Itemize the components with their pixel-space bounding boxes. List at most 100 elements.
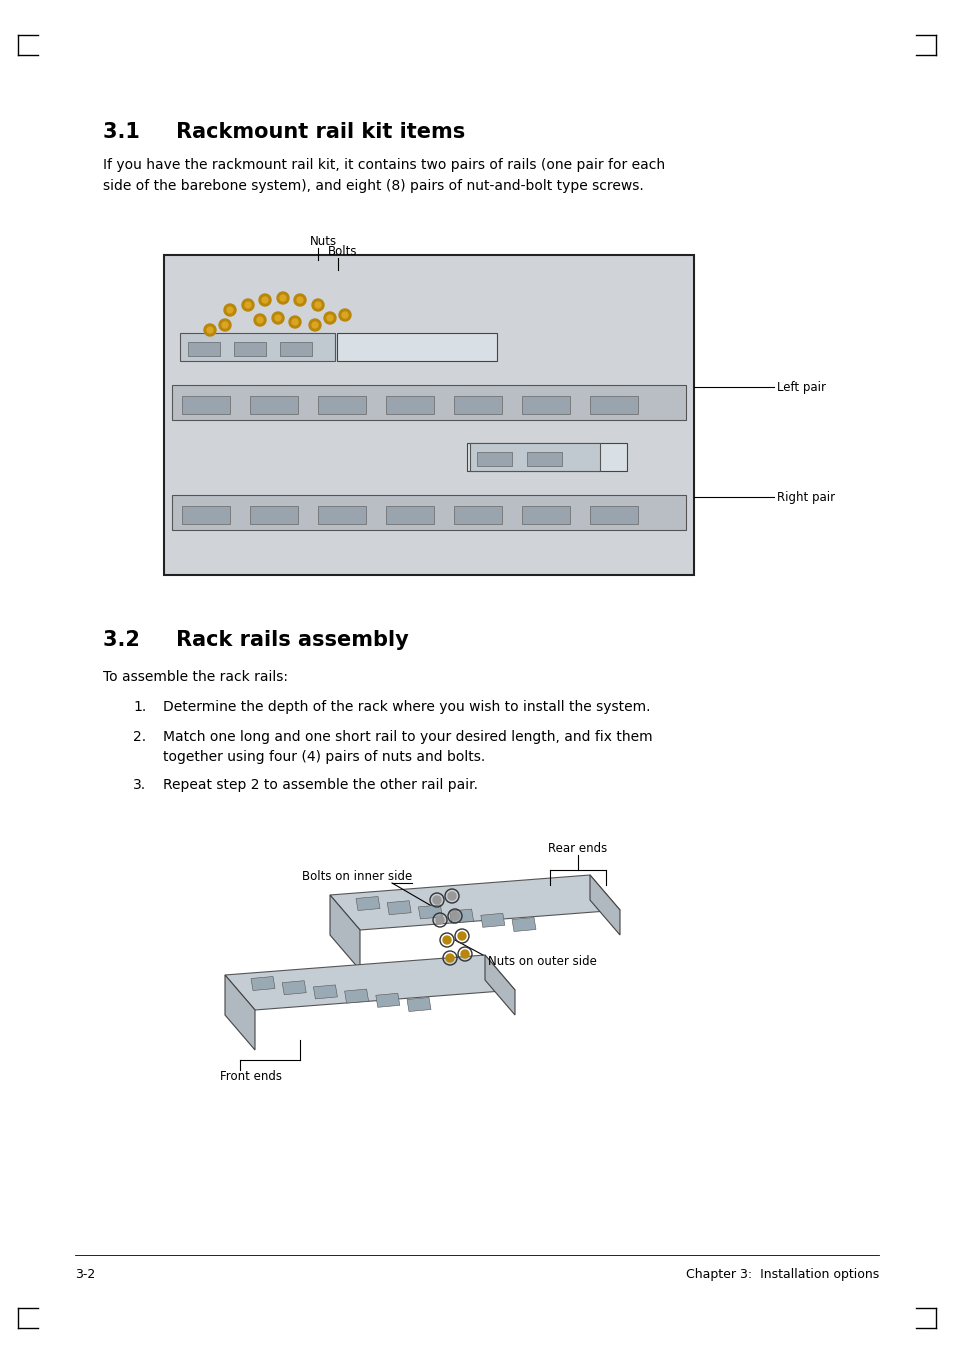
Bar xyxy=(454,506,501,523)
Circle shape xyxy=(272,312,284,324)
Circle shape xyxy=(292,319,297,324)
Circle shape xyxy=(312,298,324,311)
Bar xyxy=(164,255,693,575)
Circle shape xyxy=(457,932,465,940)
Bar xyxy=(386,397,434,414)
Text: Rear ends: Rear ends xyxy=(547,842,607,855)
Circle shape xyxy=(224,304,235,316)
Circle shape xyxy=(253,313,266,326)
Polygon shape xyxy=(418,905,442,919)
Text: 3-2: 3-2 xyxy=(75,1268,95,1281)
Text: Repeat step 2 to assemble the other rail pair.: Repeat step 2 to assemble the other rail… xyxy=(163,778,477,792)
Circle shape xyxy=(460,950,469,958)
Polygon shape xyxy=(375,994,399,1007)
Circle shape xyxy=(276,292,289,304)
Text: Front ends: Front ends xyxy=(220,1070,282,1084)
Polygon shape xyxy=(225,955,515,1010)
Circle shape xyxy=(245,303,251,308)
Circle shape xyxy=(207,327,213,333)
Text: Match one long and one short rail to your desired length, and fix them
together : Match one long and one short rail to you… xyxy=(163,731,652,763)
Circle shape xyxy=(446,954,454,962)
Circle shape xyxy=(296,297,303,303)
Circle shape xyxy=(242,298,253,311)
Text: 1.: 1. xyxy=(132,701,146,714)
Text: Right pair: Right pair xyxy=(776,491,834,503)
Polygon shape xyxy=(314,985,337,999)
Bar xyxy=(233,342,266,356)
Circle shape xyxy=(314,303,320,308)
Polygon shape xyxy=(225,975,254,1050)
Text: Left pair: Left pair xyxy=(776,380,825,394)
Text: 3.: 3. xyxy=(132,778,146,792)
Circle shape xyxy=(324,312,335,324)
Circle shape xyxy=(280,294,286,301)
Circle shape xyxy=(204,324,215,337)
Polygon shape xyxy=(480,913,504,927)
Circle shape xyxy=(442,936,451,945)
Circle shape xyxy=(448,891,456,900)
Text: Chapter 3:  Installation options: Chapter 3: Installation options xyxy=(685,1268,878,1281)
Circle shape xyxy=(289,316,301,328)
Circle shape xyxy=(262,297,268,303)
Bar xyxy=(521,506,569,523)
Text: Determine the depth of the rack where you wish to install the system.: Determine the depth of the rack where yo… xyxy=(163,701,650,714)
Circle shape xyxy=(327,315,333,322)
Circle shape xyxy=(274,315,281,322)
Text: Nuts: Nuts xyxy=(310,234,336,248)
Bar xyxy=(589,506,638,523)
Polygon shape xyxy=(484,955,515,1015)
Polygon shape xyxy=(387,901,411,915)
Bar xyxy=(386,506,434,523)
Circle shape xyxy=(341,312,348,318)
Polygon shape xyxy=(449,909,473,923)
Text: Bolts on inner side: Bolts on inner side xyxy=(302,870,412,883)
Circle shape xyxy=(309,319,320,331)
Bar xyxy=(180,333,335,361)
Bar xyxy=(454,397,501,414)
Bar xyxy=(476,453,512,466)
Circle shape xyxy=(256,318,263,323)
Polygon shape xyxy=(330,895,359,970)
Circle shape xyxy=(312,322,317,328)
Bar xyxy=(250,506,297,523)
Polygon shape xyxy=(589,875,619,935)
Text: 3.1     Rackmount rail kit items: 3.1 Rackmount rail kit items xyxy=(103,123,465,142)
Bar xyxy=(188,342,220,356)
Circle shape xyxy=(436,916,443,924)
Bar xyxy=(470,443,599,472)
Text: 2.: 2. xyxy=(132,731,146,744)
Bar xyxy=(526,453,561,466)
Bar xyxy=(172,384,685,420)
Bar xyxy=(182,397,230,414)
Bar xyxy=(172,495,685,530)
Bar xyxy=(317,397,366,414)
Polygon shape xyxy=(251,976,274,991)
Polygon shape xyxy=(344,990,368,1003)
Bar xyxy=(521,397,569,414)
Circle shape xyxy=(294,294,306,307)
Text: To assemble the rack rails:: To assemble the rack rails: xyxy=(103,671,288,684)
Bar xyxy=(467,443,626,472)
Text: Nuts on outer side: Nuts on outer side xyxy=(488,955,597,968)
Text: Bolts: Bolts xyxy=(328,245,357,258)
Circle shape xyxy=(222,322,228,328)
Circle shape xyxy=(227,307,233,313)
Bar xyxy=(317,506,366,523)
Bar xyxy=(280,342,312,356)
Bar xyxy=(336,333,497,361)
Polygon shape xyxy=(407,998,431,1011)
Polygon shape xyxy=(512,917,536,931)
Bar xyxy=(182,506,230,523)
Text: 3.2     Rack rails assembly: 3.2 Rack rails assembly xyxy=(103,630,408,650)
Text: If you have the rackmount rail kit, it contains two pairs of rails (one pair for: If you have the rackmount rail kit, it c… xyxy=(103,158,664,192)
Circle shape xyxy=(338,309,351,322)
Polygon shape xyxy=(330,875,619,930)
Circle shape xyxy=(451,912,458,920)
Bar xyxy=(589,397,638,414)
Polygon shape xyxy=(282,981,306,995)
Circle shape xyxy=(219,319,231,331)
Circle shape xyxy=(258,294,271,307)
Polygon shape xyxy=(355,897,379,910)
Circle shape xyxy=(433,895,440,904)
Bar xyxy=(250,397,297,414)
